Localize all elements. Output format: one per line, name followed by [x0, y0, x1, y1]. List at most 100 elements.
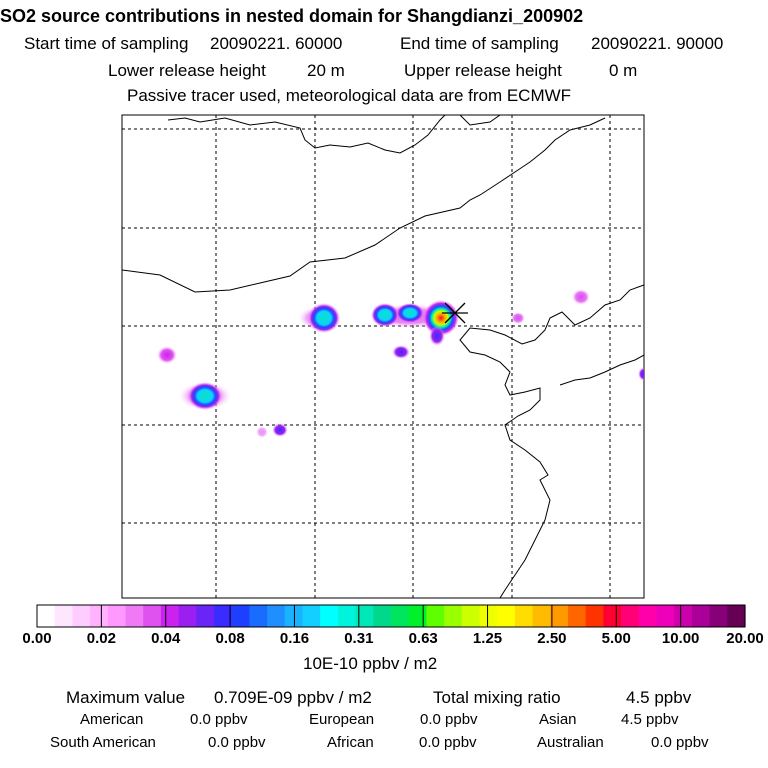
region-value-south-american: 0.0 ppbv: [208, 734, 266, 751]
colorbar-cells: [37, 605, 746, 627]
region-name-asian: Asian: [539, 711, 577, 728]
colorbar-tick-label: 0.16: [279, 630, 310, 647]
region-value-african: 0.0 ppbv: [419, 734, 477, 751]
end-time-value: 20090221. 90000: [591, 34, 724, 53]
region-name-south-american: South American: [50, 734, 156, 751]
source-area-far-west: [157, 346, 177, 364]
plume-speck-2: [572, 289, 590, 305]
start-time-value: 20090221. 60000: [210, 34, 343, 53]
colorbar-cell: [125, 605, 144, 627]
colorbar-cell: [550, 605, 569, 627]
border-line-north-east: [459, 115, 501, 126]
colorbar-cell: [72, 605, 91, 627]
region-name-american: American: [80, 711, 144, 728]
colorbar-cell: [691, 605, 711, 627]
colorbar-tick-marks: [36, 605, 746, 627]
source-area-2: [371, 303, 399, 327]
colorbar-cell: [408, 605, 427, 627]
colorbar-cell: [603, 605, 622, 627]
map-panel: [121, 114, 645, 599]
lat-lon-grid: [122, 115, 644, 598]
colorbar-cell: [337, 605, 357, 627]
colorbar-tick-label: 20.00: [726, 630, 764, 647]
colorbar-cell: [532, 605, 551, 627]
region-value-european: 0.0 ppbv: [420, 711, 478, 728]
colorbar-cell: [214, 605, 233, 627]
colorbar-cell: [426, 605, 445, 627]
end-time-label: End time of sampling: [400, 34, 559, 53]
source-area-1: [308, 303, 340, 333]
colorbar-cell: [196, 605, 215, 627]
colorbar-tick-label: 0.04: [151, 630, 181, 647]
plume-speck-3: [511, 312, 525, 324]
colorbar-cell: [373, 605, 392, 627]
border-line-central: [122, 117, 606, 293]
colorbar-cell: [320, 605, 339, 627]
colorbar-tick-label: 10.00: [661, 630, 700, 647]
chart-title: SO2 source contributions in nested domai…: [0, 6, 584, 26]
lower-release-value: 20 m: [307, 61, 345, 80]
receptor-marker: [442, 302, 468, 324]
colorbar-cell: [231, 605, 250, 627]
region-value-asian: 4.5 ppbv: [621, 711, 679, 728]
colorbar-cell: [302, 605, 321, 627]
colorbar-tick-label: 0.00: [22, 630, 52, 647]
colorbar-cell: [54, 605, 73, 627]
colorbar-tick-label: 0.63: [408, 630, 438, 647]
colorbar-cell: [514, 605, 534, 627]
coastlines: [122, 115, 644, 598]
colorbar-tick-label: 0.31: [344, 630, 374, 647]
colorbar-cell: [284, 605, 304, 627]
colorbar-cell: [249, 605, 268, 627]
source-area-south-west: [272, 423, 288, 437]
coastline-peninsula: [559, 354, 644, 386]
colorbar-cell: [568, 605, 587, 627]
total-mixing-label: Total mixing ratio: [433, 688, 561, 707]
colorbar-cell: [638, 605, 658, 627]
colorbar-cell: [621, 605, 640, 627]
colorbar-tick-label: 1.25: [472, 630, 503, 647]
colorbar-cell: [355, 605, 374, 627]
lower-release-label: Lower release height: [108, 61, 266, 80]
source-area-minor: [392, 345, 410, 359]
region-name-african: African: [327, 734, 374, 751]
max-value: 0.709E-09 ppbv / m2: [214, 688, 372, 707]
plume-speck-4: [638, 367, 644, 381]
colorbar-cell: [107, 605, 127, 627]
border-line-north: [167, 115, 446, 154]
source-area-west: [188, 382, 222, 410]
colorbar-cell: [37, 605, 56, 627]
plume-speck-1: [256, 426, 268, 438]
region-name-european: European: [309, 711, 375, 728]
colorbar-cell: [391, 605, 410, 627]
region-name-australian: Australian: [537, 734, 604, 751]
upper-release-label: Upper release height: [404, 61, 562, 80]
colorbar-cell: [461, 605, 481, 627]
colorbar-cell: [497, 605, 516, 627]
tracer-note: Passive tracer used, meteorological data…: [127, 86, 572, 105]
map-frame: [121, 114, 645, 599]
colorbar-cell: [674, 605, 693, 627]
colorbar-frame: [36, 604, 746, 628]
upper-release-value: 0 m: [609, 61, 638, 80]
colorbar-cell: [267, 605, 286, 627]
region-value-australian: 0.0 ppbv: [651, 734, 709, 751]
total-mixing-value: 4.5 ppbv: [626, 688, 692, 707]
colorbar-cell: [143, 605, 162, 627]
colorbar-cell: [90, 605, 109, 627]
source-area-3: [396, 303, 424, 323]
colorbar-tick-label: 0.02: [86, 630, 116, 647]
colorbar-tick-label: 0.08: [215, 630, 245, 647]
start-time-label: Start time of sampling: [24, 34, 189, 53]
colorbar-unit: 10E-10 ppbv / m2: [303, 654, 438, 673]
colorbar-cell: [656, 605, 675, 627]
colorbar-cell: [479, 605, 498, 627]
max-value-label: Maximum value: [66, 688, 186, 707]
colorbar-tick-label: 2.50: [537, 630, 567, 647]
source-area-near-receptor: [423, 300, 459, 336]
colorbar-cell: [727, 605, 746, 627]
plume-tail-south: [429, 326, 445, 346]
colorbar-cell: [178, 605, 197, 627]
coastline-east: [459, 284, 644, 598]
colorbar-cell: [160, 605, 180, 627]
